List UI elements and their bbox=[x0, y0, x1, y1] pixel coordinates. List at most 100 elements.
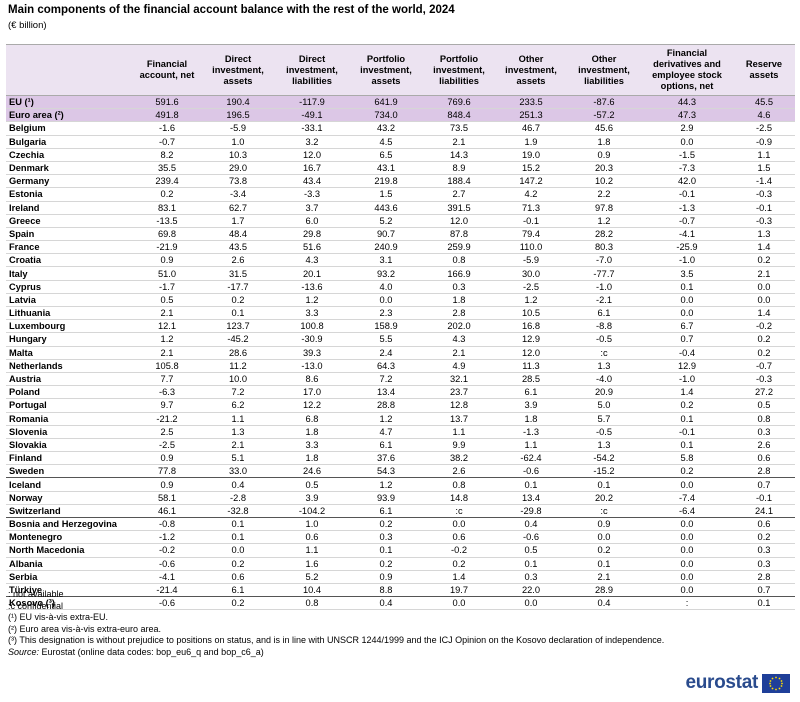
cell: 1.1 bbox=[201, 412, 275, 426]
cell: 0.6 bbox=[423, 530, 495, 545]
row-label: Bulgaria bbox=[6, 135, 133, 149]
table-row: Denmark 35.5 29.0 16.7 43.1 8.9 15.2 20.3 -7.3 1.… bbox=[6, 161, 795, 176]
cell: 7.2 bbox=[201, 385, 275, 400]
cell: -0.3 bbox=[733, 372, 795, 387]
cell: 0.8 bbox=[423, 477, 495, 492]
cell: -0.5 bbox=[567, 425, 641, 439]
cell: 7.2 bbox=[349, 372, 423, 387]
cell: 0.0 bbox=[641, 306, 733, 321]
cell: 13.4 bbox=[495, 491, 567, 505]
row-label: Croatia bbox=[6, 253, 133, 268]
cell: -30.9 bbox=[275, 332, 349, 347]
cell: 2.2 bbox=[567, 187, 641, 202]
cell: 0.2 bbox=[733, 530, 795, 545]
cell: 83.1 bbox=[133, 201, 201, 215]
table-row: Latvia 0.5 0.2 1.2 0.0 1.8 1.2 -2.1 0.0 0.0 bbox=[6, 293, 795, 308]
cell: 28.5 bbox=[495, 372, 567, 387]
cell: 12.0 bbox=[423, 214, 495, 228]
cell: 54.3 bbox=[349, 464, 423, 479]
data-table: Financial account, net Direct investment,… bbox=[6, 44, 795, 611]
cell: -117.9 bbox=[275, 95, 349, 110]
cell: 1.2 bbox=[349, 477, 423, 492]
cell: 16.8 bbox=[495, 319, 567, 334]
cell: 0.5 bbox=[733, 398, 795, 413]
cell: 33.0 bbox=[201, 464, 275, 479]
row-label: Türkiye bbox=[6, 583, 133, 598]
cell: 38.2 bbox=[423, 451, 495, 466]
cell: 35.5 bbox=[133, 161, 201, 176]
cell: 0.6 bbox=[733, 451, 795, 466]
cell: 4.6 bbox=[733, 108, 795, 123]
cell: -2.5 bbox=[733, 121, 795, 136]
table-row: Norway 58.1 -2.8 3.9 93.9 14.8 13.4 20.2 -7.4 -0.… bbox=[6, 491, 795, 505]
row-label: Bosnia and Herzegovina bbox=[6, 517, 133, 532]
cell: 0.7 bbox=[733, 477, 795, 492]
cell: 79.4 bbox=[495, 227, 567, 242]
cell: -7.4 bbox=[641, 491, 733, 505]
cell: 39.3 bbox=[275, 346, 349, 360]
cell: 0.1 bbox=[349, 543, 423, 558]
cell: -0.7 bbox=[733, 359, 795, 373]
row-label: Romania bbox=[6, 412, 133, 426]
cell: -1.7 bbox=[133, 280, 201, 294]
cell: 8.8 bbox=[349, 583, 423, 598]
table-row: EU (¹) 591.6 190.4 -117.9 641.9 769.6 233.5 -87… bbox=[6, 95, 795, 110]
table-row: Montenegro -1.2 0.1 0.6 0.3 0.6 -0.6 0.0 0.0 0.2 bbox=[6, 530, 795, 545]
cell: 51.0 bbox=[133, 266, 201, 281]
cell: 32.1 bbox=[423, 372, 495, 387]
cell: 1.4 bbox=[641, 385, 733, 400]
cell: 1.4 bbox=[423, 570, 495, 584]
cell: 641.9 bbox=[349, 95, 423, 110]
cell: 239.4 bbox=[133, 174, 201, 189]
cell: -5.9 bbox=[495, 253, 567, 268]
cell: 0.1 bbox=[201, 306, 275, 321]
cell: -1.6 bbox=[133, 121, 201, 136]
cell: 30.0 bbox=[495, 266, 567, 281]
corner-cell bbox=[6, 44, 133, 96]
cell: 1.8 bbox=[495, 412, 567, 426]
row-label: Albania bbox=[6, 557, 133, 571]
cell: 44.3 bbox=[641, 95, 733, 110]
cell: -1.0 bbox=[641, 253, 733, 268]
cell: 188.4 bbox=[423, 174, 495, 189]
cell: 5.1 bbox=[201, 451, 275, 466]
cell: 2.9 bbox=[641, 121, 733, 136]
cell: 1.8 bbox=[275, 451, 349, 466]
cell: 5.0 bbox=[567, 398, 641, 413]
cell: 80.3 bbox=[567, 240, 641, 255]
cell: 8.2 bbox=[133, 148, 201, 162]
cell: 0.0 bbox=[349, 293, 423, 308]
cell: -0.2 bbox=[133, 543, 201, 558]
cell: 0.1 bbox=[495, 477, 567, 492]
cell: 28.6 bbox=[201, 346, 275, 360]
cell: 0.2 bbox=[349, 557, 423, 571]
cell: 0.3 bbox=[733, 557, 795, 571]
table-row: Spain 69.8 48.4 29.8 90.7 87.8 79.4 28.2 -4.1 1.3 bbox=[6, 227, 795, 242]
cell: 5.8 bbox=[641, 451, 733, 466]
cell: 219.8 bbox=[349, 174, 423, 189]
cell: 0.1 bbox=[641, 412, 733, 426]
cell: 0.6 bbox=[733, 517, 795, 532]
cell: 20.1 bbox=[275, 266, 349, 281]
cell: 0.7 bbox=[733, 583, 795, 598]
row-label: Austria bbox=[6, 372, 133, 387]
table-row: Bosnia and Herzegovina -0.8 0.1 1.0 0.2 0.0 0.… bbox=[6, 517, 795, 532]
cell: 2.8 bbox=[733, 464, 795, 479]
table-row: Ireland 83.1 62.7 3.7 443.6 391.5 71.3 97.8 -1.3… bbox=[6, 201, 795, 215]
cell: 12.2 bbox=[275, 398, 349, 413]
table-row: Germany 239.4 73.8 43.4 219.8 188.4 147.2 10.2 4… bbox=[6, 174, 795, 189]
cell: -6.3 bbox=[133, 385, 201, 400]
cell: 14.8 bbox=[423, 491, 495, 505]
cell: 591.6 bbox=[133, 95, 201, 110]
row-label: Portugal bbox=[6, 398, 133, 413]
cell: 3.9 bbox=[495, 398, 567, 413]
cell: 73.5 bbox=[423, 121, 495, 136]
cell: 29.0 bbox=[201, 161, 275, 176]
cell: 196.5 bbox=[201, 108, 275, 123]
cell: 43.2 bbox=[349, 121, 423, 136]
eu-flag bbox=[762, 673, 790, 693]
cell: -1.3 bbox=[641, 201, 733, 215]
cell: 202.0 bbox=[423, 319, 495, 334]
cell: 233.5 bbox=[495, 95, 567, 110]
cell: 110.0 bbox=[495, 240, 567, 255]
